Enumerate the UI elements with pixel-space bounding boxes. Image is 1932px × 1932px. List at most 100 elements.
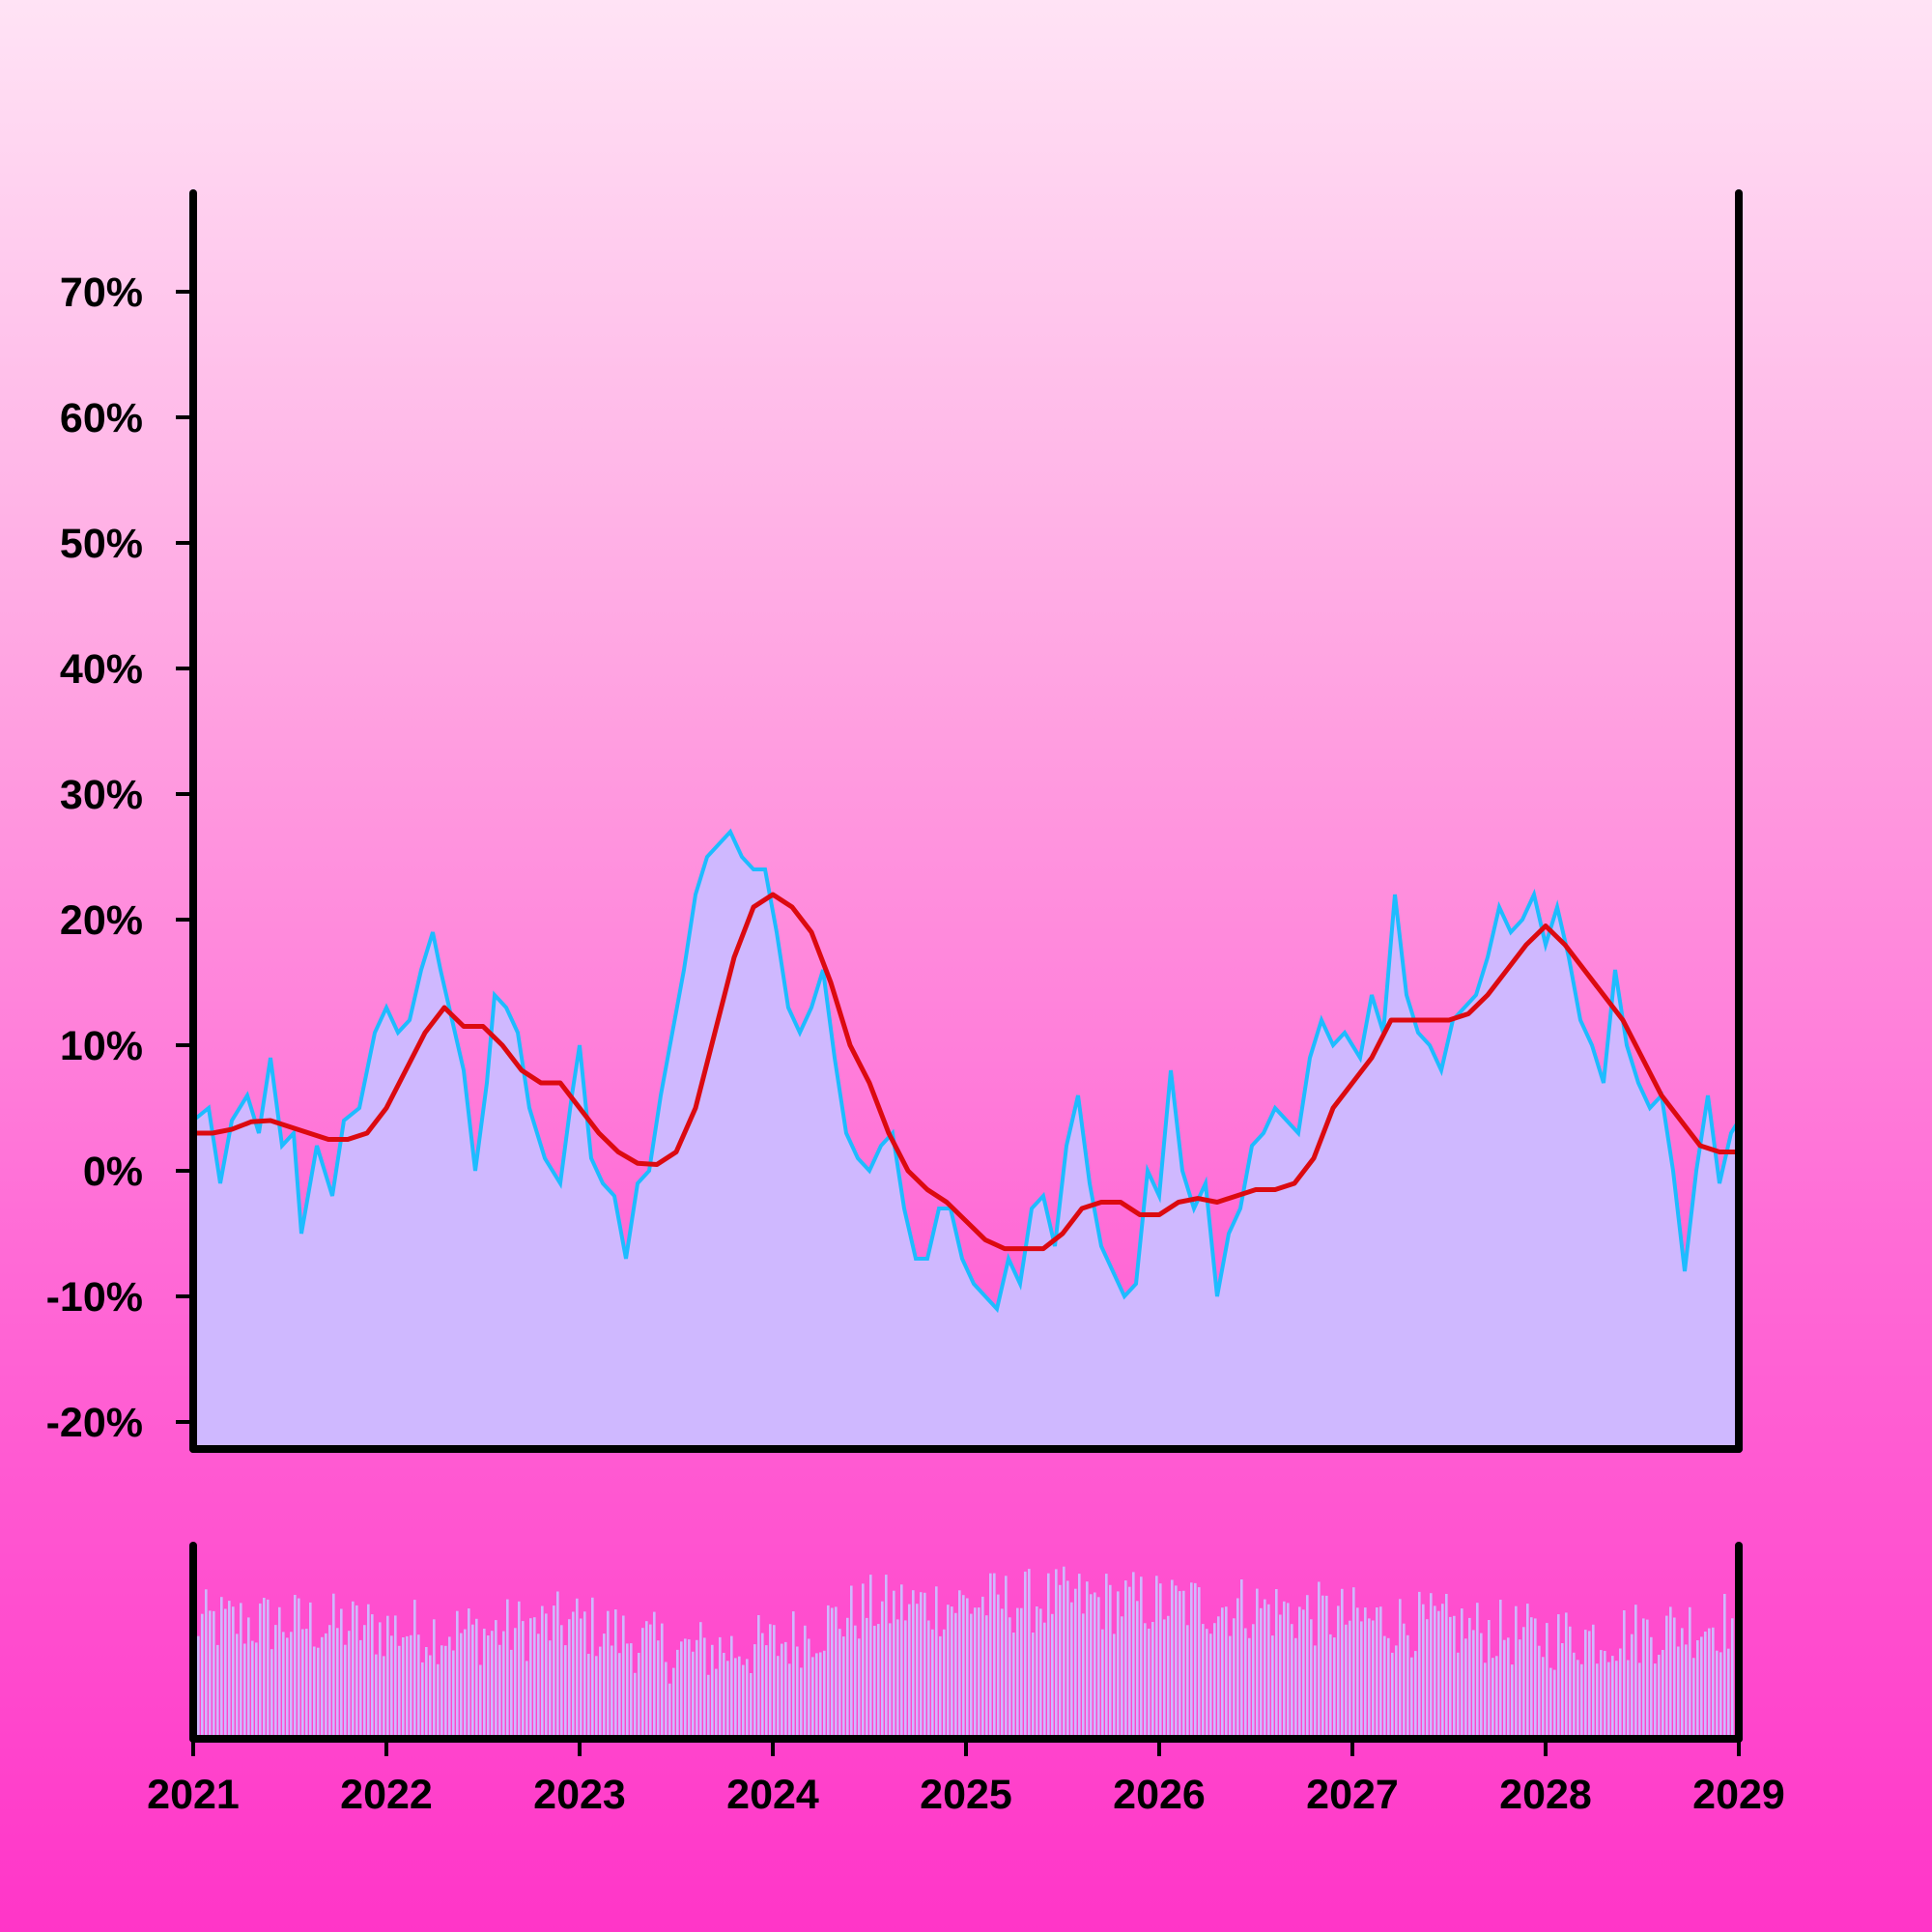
volume-bar [680,1641,683,1739]
volume-bar [881,1601,884,1739]
volume-bar [236,1634,239,1739]
volume-bar [1464,1638,1467,1739]
volume-bar [1669,1606,1672,1739]
volume-bar [591,1597,594,1739]
volume-bar [1673,1617,1676,1739]
volume-bar [1306,1595,1309,1739]
volume-bar [1577,1660,1579,1739]
volume-bar [1538,1645,1541,1739]
volume-bar [1364,1607,1367,1739]
volume-bar [224,1608,227,1739]
volume-bar [413,1600,416,1739]
volume-bar [228,1601,231,1739]
volume-bar [367,1604,370,1739]
volume-bar [216,1644,219,1739]
volume-bar [1175,1585,1178,1739]
volume-bar [1151,1622,1154,1739]
volume-bar [363,1625,366,1739]
volume-bar [1337,1605,1340,1739]
volume-bar [1631,1634,1634,1739]
volume-bar [433,1619,436,1739]
volume-bar [398,1645,401,1739]
volume-bar [286,1637,289,1739]
volume-bar [893,1590,895,1739]
volume-bar [622,1615,625,1739]
volume-bar [765,1645,768,1739]
volume-bar [1542,1657,1545,1739]
volume-bar [1024,1571,1027,1739]
volume-bar [1723,1594,1726,1739]
volume-bar [1113,1634,1116,1739]
volume-bar [842,1636,845,1739]
volume-bar [402,1637,405,1739]
volume-bar [383,1656,385,1739]
volume-bar [931,1629,934,1739]
volume-bar [1596,1663,1599,1739]
volume-bar [1662,1650,1664,1739]
volume-bar [491,1631,494,1739]
volume-bar [583,1611,586,1739]
volume-bar [1731,1618,1734,1739]
volume-bar [1553,1669,1556,1739]
volume-bar [1105,1574,1108,1739]
volume-bar [1271,1635,1274,1739]
volume-bar [607,1610,610,1739]
volume-bar [1410,1657,1413,1739]
volume-bar [464,1629,467,1739]
volume-bar [456,1610,459,1739]
volume-bar [479,1664,482,1739]
volume-bar [1352,1587,1355,1739]
volume-bar [1124,1580,1127,1739]
volume-bar [348,1631,351,1739]
volume-bar [692,1651,695,1739]
volume-bar [711,1644,714,1739]
volume-bar [1155,1576,1158,1739]
price-panel: -20% -10% 0% 10% 20% 30% 40% 50% 60% 70% [46,189,1743,1453]
volume-bar [1179,1591,1181,1739]
volume-bar [294,1595,297,1739]
volume-bar [668,1683,671,1739]
volume-bar [390,1635,393,1739]
volume-bar [1186,1625,1189,1739]
volume-bar [197,1635,200,1739]
volume-bar [715,1668,718,1739]
volume-bar [920,1592,923,1739]
volume-bar [985,1615,988,1739]
volume-bar [630,1643,633,1739]
volume-bar [1051,1613,1054,1739]
volume-bar [1376,1607,1378,1739]
volume-bar [498,1644,501,1739]
volume-bar [251,1640,254,1739]
volume-bar [328,1625,331,1739]
volume-bar [1588,1631,1591,1739]
volume-bar [866,1617,868,1739]
volume-bar [1719,1652,1722,1739]
volume-bar [514,1628,517,1739]
volume-bar [1248,1637,1251,1739]
volume-bar [452,1650,455,1739]
volume-bar [1063,1566,1065,1739]
volume-bar [1677,1646,1680,1739]
y-tick-label: -10% [46,1274,143,1321]
volume-bar [958,1590,961,1739]
volume-bar [1240,1579,1243,1739]
y-tick-label: 70% [60,270,143,316]
x-tick-label: 2028 [1499,1772,1592,1818]
volume-bar [410,1634,412,1739]
volume-bar [1217,1616,1220,1739]
volume-bar [1171,1579,1174,1739]
volume-bar [997,1594,1000,1739]
volume-bar [526,1661,528,1739]
volume-bar [1534,1618,1537,1739]
volume-bar [1642,1618,1645,1739]
volume-bar [274,1625,277,1739]
volume-bar [325,1633,327,1739]
x-tick-label: 2025 [920,1772,1012,1818]
volume-bar [1233,1618,1236,1739]
volume-bar [978,1607,980,1739]
volume-bar [576,1598,579,1739]
volume-bar [873,1626,876,1739]
volume-bar [572,1611,575,1739]
volume-bar [502,1631,505,1739]
